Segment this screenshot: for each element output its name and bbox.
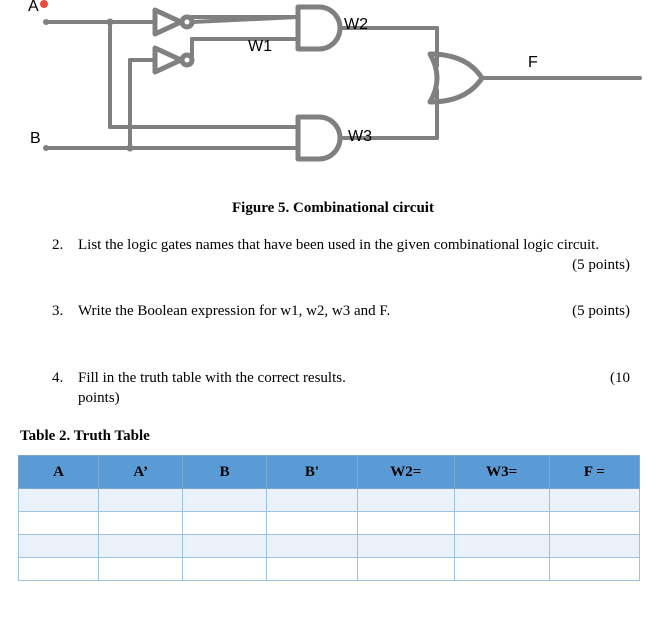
question-item: 4.Fill in the truth table with the corre…	[78, 368, 630, 409]
table-cell	[357, 512, 454, 535]
table-header-cell: A’	[99, 456, 183, 489]
truth-table: AA’BB'W2=W3=F =	[18, 455, 640, 581]
figure-caption-text: Figure 5. Combinational circuit	[232, 200, 434, 216]
table-cell	[266, 489, 357, 512]
label-A: A	[28, 0, 39, 16]
table-cell	[19, 558, 99, 581]
page: A B W1 W2 W3 F Figure 5. Combinational c…	[0, 0, 666, 581]
question-item: 2.List the logic gates names that have b…	[78, 235, 630, 255]
question-item: 3.Write the Boolean expression for w1, w…	[78, 301, 630, 321]
question-number: 3.	[52, 301, 63, 321]
table-cell	[19, 512, 99, 535]
question-points: (5 points)	[572, 301, 630, 321]
table-cell	[454, 558, 549, 581]
table-cell	[357, 489, 454, 512]
question-points: (5 points)	[572, 255, 630, 275]
circuit-diagram: A B W1 W2 W3 F	[0, 0, 666, 190]
table-cell	[183, 489, 267, 512]
label-B: B	[30, 130, 41, 148]
figure-caption: Figure 5. Combinational circuit	[0, 200, 666, 217]
question-number: 4.	[52, 368, 63, 388]
table-cell	[454, 535, 549, 558]
table-cell	[549, 535, 639, 558]
table-cell	[99, 535, 183, 558]
table-cell	[99, 512, 183, 535]
table-header-cell: F =	[549, 456, 639, 489]
table-header-cell: B	[183, 456, 267, 489]
label-F: F	[528, 54, 538, 72]
table-cell	[19, 489, 99, 512]
table-cell	[266, 512, 357, 535]
table-title: Table 2. Truth Table	[20, 428, 666, 445]
table-cell	[549, 512, 639, 535]
question-text: List the logic gates names that have bee…	[78, 235, 630, 255]
table-cell	[549, 489, 639, 512]
table-cell	[99, 558, 183, 581]
table-cell	[183, 535, 267, 558]
table-header-cell: B'	[266, 456, 357, 489]
question-text: Write the Boolean expression for w1, w2,…	[78, 301, 630, 321]
table-header-cell: W2=	[357, 456, 454, 489]
table-cell	[549, 558, 639, 581]
table-cell	[357, 535, 454, 558]
circuit-svg	[0, 0, 666, 190]
questions-block: 2. List the logic gates names that have b…	[0, 235, 666, 408]
table-row	[19, 558, 640, 581]
table-row	[19, 489, 640, 512]
table-cell	[99, 489, 183, 512]
question-number: 2.	[52, 235, 63, 255]
table-cell	[266, 558, 357, 581]
table-header-cell: A	[19, 456, 99, 489]
label-W3: W3	[348, 128, 372, 146]
table-header-cell: W3=	[454, 456, 549, 489]
table-row	[19, 512, 640, 535]
label-W1: W1	[248, 38, 272, 56]
table-row	[19, 535, 640, 558]
table-cell	[454, 489, 549, 512]
table-header-row: AA’BB'W2=W3=F =	[19, 456, 640, 489]
table-cell	[266, 535, 357, 558]
question-points: (10	[610, 368, 630, 388]
table-cell	[183, 558, 267, 581]
table-cell	[454, 512, 549, 535]
table-cell	[19, 535, 99, 558]
table-cell	[357, 558, 454, 581]
question-text: Fill in the truth table with the correct…	[78, 368, 630, 409]
label-W2: W2	[344, 16, 368, 34]
table-cell	[183, 512, 267, 535]
